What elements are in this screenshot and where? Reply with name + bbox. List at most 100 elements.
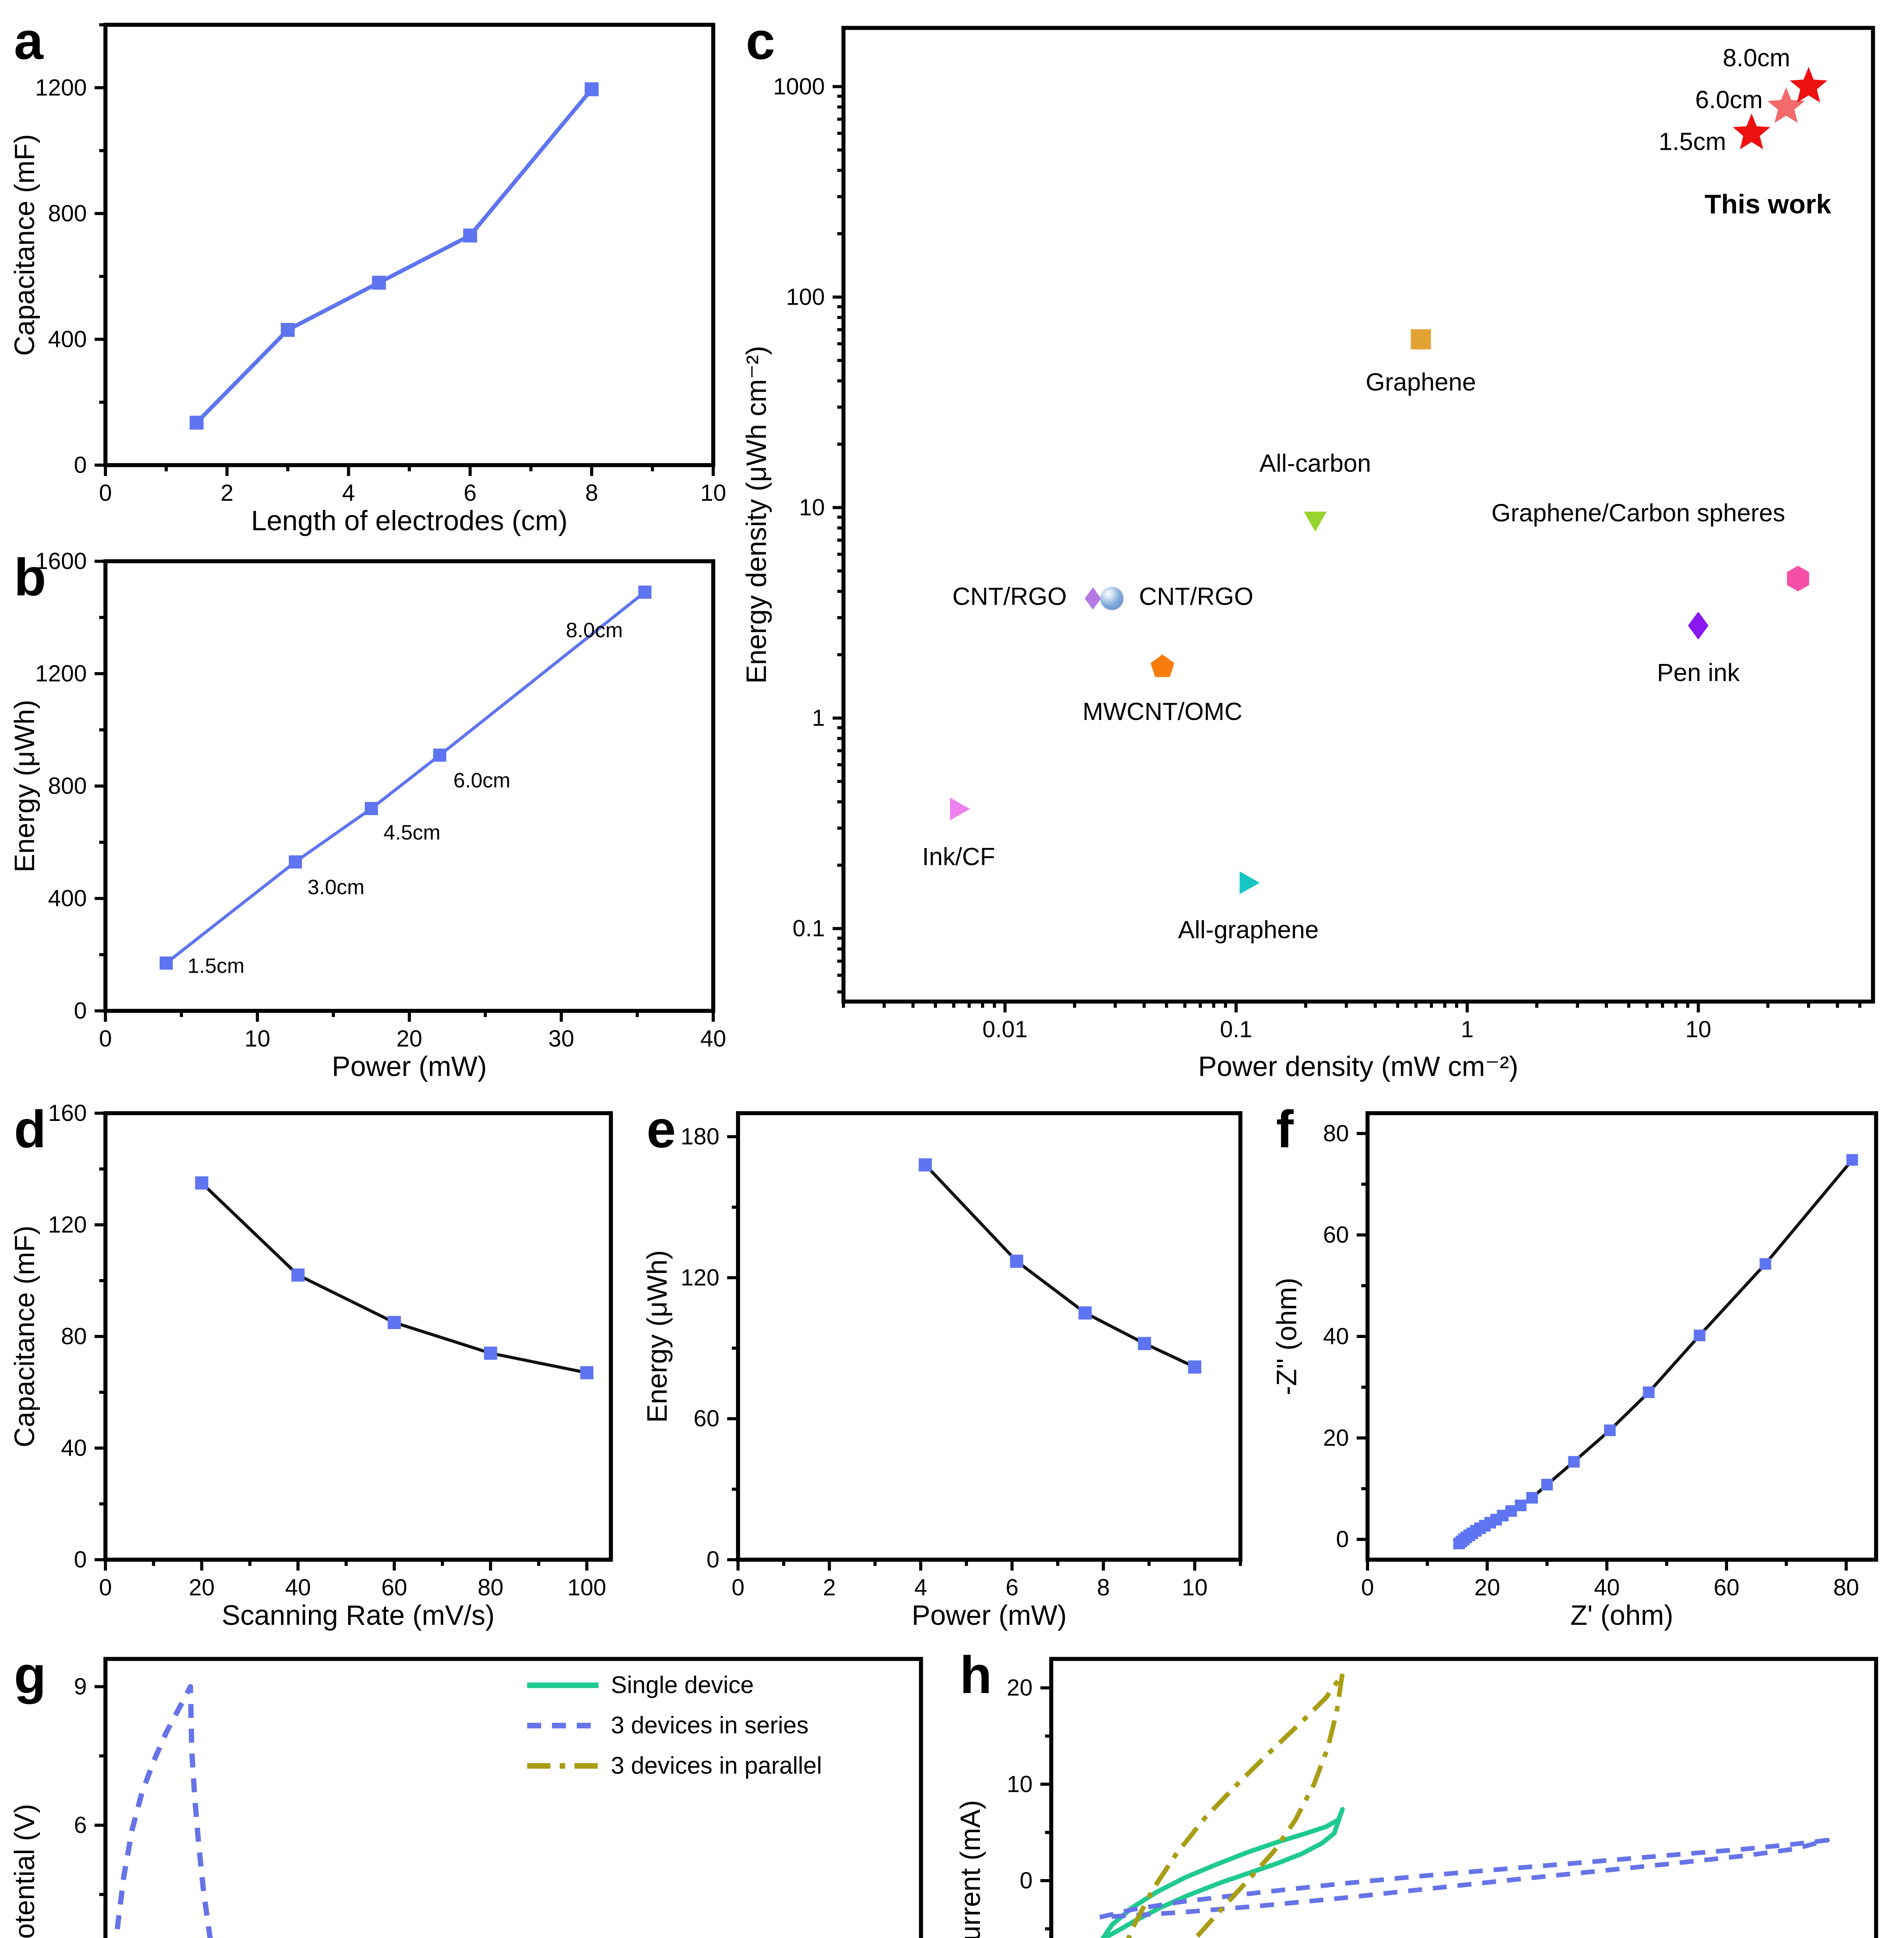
data-point <box>195 1176 209 1190</box>
chart-text: 1000 <box>773 73 825 99</box>
chart-text: h <box>960 1645 992 1704</box>
legend-label: 3 devices in series <box>611 1712 809 1739</box>
chart-text: -Z'' (ohm) <box>1271 1278 1302 1395</box>
series-capacitance-vs-scan-rate <box>195 1176 593 1379</box>
data-point <box>433 748 447 762</box>
data-point <box>1188 1360 1202 1374</box>
data-point <box>638 585 652 599</box>
chart-text: 0 <box>74 998 87 1024</box>
plot-frame <box>736 1111 1243 1562</box>
data-point <box>1694 1329 1706 1341</box>
chart-text: 160 <box>48 1100 87 1126</box>
chart-text: 10 <box>700 480 726 506</box>
chart-text: Scanning Rate (mV/s) <box>222 1600 495 1631</box>
chart-text: 0 <box>99 1574 112 1600</box>
chart-text: 1.5cm <box>1659 128 1726 155</box>
chart-text: 0.1 <box>1220 1016 1252 1042</box>
chart-text: 0 <box>1020 1867 1033 1893</box>
chart-text: 80 <box>1833 1574 1859 1600</box>
panel-b-chart: 0 10 20 30 400400800120016001.5cm3.0cm4.5cm6… <box>9 548 726 1082</box>
chart-text: Power (mW) <box>912 1600 1067 1631</box>
panel-e-chart: 0 2 4 6 8 10 0 60 120 180 Power (mW) Energy (μWh) e <box>642 1100 1243 1631</box>
chart-text: d <box>14 1100 46 1159</box>
series-cv-single-device <box>1100 1807 1345 1938</box>
point-mwcnt-omc <box>1150 654 1174 677</box>
point-graphene-carbon-spheres <box>1787 566 1809 591</box>
chart-text: 60 <box>381 1574 407 1600</box>
chart-text: 0 <box>731 1574 744 1600</box>
series-cv-three-in-parallel <box>1126 1671 1345 1938</box>
series-nyquist <box>1453 1154 1858 1550</box>
chart-text: 8 <box>585 480 598 506</box>
chart-text: This work <box>1704 189 1831 219</box>
point-pen-ink <box>1688 612 1709 640</box>
chart-text: 40 <box>1323 1323 1349 1349</box>
panel-a-chart: 0 2 4 6 8 10 0 400 800 1200 Length of electrodes (… <box>9 11 726 536</box>
chart-text: 10 <box>799 495 825 521</box>
chart-text: All-carbon <box>1259 449 1371 477</box>
plot-frame <box>103 1111 613 1562</box>
data-point <box>919 1158 932 1172</box>
panel-b: 0 10 20 30 40 0 400 800 1200 1600 1.5cm 3.0cm 4.5cm 6… <box>9 546 735 1091</box>
chart-text: 0 <box>99 1026 112 1052</box>
chart-text: All-graphene <box>1178 916 1319 944</box>
chart-text: 10 <box>1685 1016 1711 1042</box>
chart-text: 8 <box>1097 1574 1110 1600</box>
chart-text: Z' (ohm) <box>1570 1600 1673 1631</box>
chart-text: 80 <box>61 1323 87 1349</box>
chart-text: 40 <box>1594 1574 1620 1600</box>
chart-text: 80 <box>478 1574 504 1600</box>
chart-text: 20 <box>1474 1574 1500 1600</box>
chart-text: Capacitance (mF) <box>9 134 40 356</box>
chart-text: 10 <box>1182 1574 1208 1600</box>
data-point <box>484 1347 497 1360</box>
chart-text: 800 <box>48 200 87 226</box>
point-cnt-rgo-diamond <box>1085 587 1101 610</box>
plot-frame <box>1049 1657 1878 1938</box>
series-line-cv-three-in-parallel <box>1126 1671 1345 1938</box>
chart-text: 1 <box>1461 1016 1473 1042</box>
chart-text: CNT/RGO <box>1139 583 1253 610</box>
series-energy-vs-power-lengths <box>159 585 652 970</box>
series-line-energy-vs-power-lengths <box>164 590 647 965</box>
data-point <box>1604 1424 1616 1436</box>
chart-text: Potential (V) <box>9 1804 40 1938</box>
chart-text: 60 <box>1714 1574 1740 1600</box>
panel-a: 0 2 4 6 8 10 0 400 800 1200 Length of electrodes (… <box>9 9 735 546</box>
series-three-in-series <box>114 1684 213 1938</box>
chart-text: 10 <box>1007 1771 1033 1797</box>
panel-h-chart: 0369-20-1001020Potential (V)Current (mA)… <box>955 1645 1878 1938</box>
data-point <box>159 956 173 970</box>
point-this-work-1.5cm <box>1733 113 1771 150</box>
series-line-nyquist <box>1457 1158 1854 1545</box>
chart-text: 6 <box>74 1812 87 1838</box>
point-this-work-8.0cm <box>1790 67 1828 103</box>
axis-ticks <box>1357 1132 1848 1571</box>
chart-text: 0 <box>99 480 112 506</box>
data-point <box>1643 1386 1655 1398</box>
series-line-three-in-series <box>114 1684 213 1938</box>
panel-d-chart: 0 20 40 60 80 100 0 40 80 120 160 Scanning Rate (mV… <box>9 1100 613 1631</box>
chart-text: Ink/CF <box>922 843 995 871</box>
chart-text: 40 <box>61 1435 87 1461</box>
chart-text: 6 <box>464 480 476 506</box>
data-point <box>291 1268 305 1282</box>
chart-text: 20 <box>1323 1425 1349 1451</box>
series-line-cv-single-device <box>1100 1807 1345 1938</box>
data-point <box>580 1366 593 1379</box>
chart-text: 60 <box>1323 1222 1349 1248</box>
axis-ticks <box>833 85 1862 1012</box>
data-point <box>1759 1258 1771 1270</box>
axis-ticks <box>95 1112 588 1571</box>
data-point <box>1526 1492 1538 1504</box>
data-point <box>281 323 295 337</box>
chart-text: 120 <box>681 1264 719 1290</box>
plot-frame <box>103 22 716 467</box>
chart-text: 1200 <box>35 74 87 100</box>
chart-text: 3.0cm <box>307 876 364 899</box>
chart-text: 0 <box>707 1547 719 1572</box>
axis-ticks <box>95 23 715 476</box>
series-cv-three-in-series <box>1099 1838 1830 1920</box>
point-this-work-6.0cm <box>1767 87 1805 123</box>
chart-text: 20 <box>1007 1675 1033 1701</box>
